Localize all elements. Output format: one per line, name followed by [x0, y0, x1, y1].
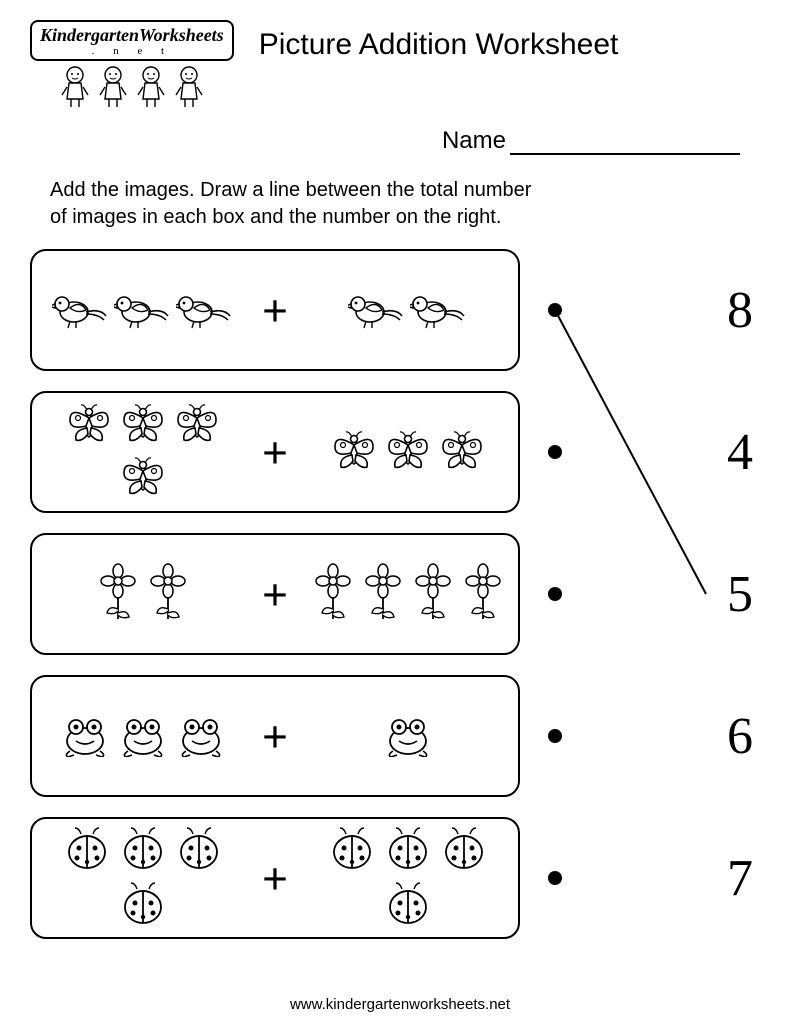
logo-text-sub: . n e t	[40, 46, 224, 57]
butterfly-icon	[383, 427, 433, 478]
instructions: Add the images. Draw a line between the …	[50, 177, 770, 231]
butterfly-icon	[172, 400, 222, 451]
instructions-line: Add the images. Draw a line between the …	[50, 177, 770, 204]
flower-icon	[145, 563, 191, 626]
problem-row: + 6	[30, 675, 770, 797]
right-group	[307, 825, 508, 931]
answer-number[interactable]: 8	[710, 281, 770, 340]
addition-box: +	[30, 675, 520, 797]
answer-number[interactable]: 6	[710, 707, 770, 766]
flower-icon	[95, 563, 141, 626]
kid-icon	[134, 65, 168, 109]
addition-box: +	[30, 391, 520, 513]
butterfly-icon	[64, 400, 114, 451]
kid-icon	[58, 65, 92, 109]
frog-icon	[174, 711, 228, 762]
ladybug-icon	[117, 879, 169, 932]
match-dot[interactable]	[548, 445, 562, 459]
left-group	[42, 541, 243, 647]
worksheet-title: Picture Addition Worksheet	[259, 28, 619, 62]
left-group	[42, 399, 243, 505]
flower-icon	[410, 563, 456, 626]
answer-number[interactable]: 5	[710, 565, 770, 624]
butterfly-icon	[118, 453, 168, 504]
footer-url: www.kindergartenworksheets.net	[0, 996, 800, 1013]
problem-row: + 4	[30, 391, 770, 513]
left-group	[42, 257, 243, 363]
right-group	[307, 257, 508, 363]
addition-box: +	[30, 533, 520, 655]
left-group	[42, 825, 243, 931]
header: KindergartenWorksheets . n e t Picture A…	[30, 20, 770, 109]
bird-icon	[52, 286, 110, 335]
right-group	[307, 683, 508, 789]
match-dot[interactable]	[548, 303, 562, 317]
logo-box: KindergartenWorksheets . n e t	[30, 20, 234, 61]
match-dot[interactable]	[548, 587, 562, 601]
bird-icon	[348, 286, 406, 335]
plus-sign: +	[255, 852, 295, 905]
flower-icon	[460, 563, 506, 626]
logo: KindergartenWorksheets . n e t	[30, 20, 234, 109]
plus-sign: +	[255, 710, 295, 763]
problem-rows: + 8 + 4 + 5 + 6 +	[30, 249, 770, 939]
answer-number[interactable]: 7	[710, 849, 770, 908]
butterfly-icon	[437, 427, 487, 478]
bird-icon	[114, 286, 172, 335]
right-group	[307, 541, 508, 647]
problem-row: + 5	[30, 533, 770, 655]
ladybug-icon	[438, 824, 490, 877]
ladybug-icon	[173, 824, 225, 877]
flower-icon	[360, 563, 406, 626]
ladybug-icon	[117, 824, 169, 877]
kid-icon	[96, 65, 130, 109]
bird-icon	[410, 286, 468, 335]
kid-icon	[172, 65, 206, 109]
ladybug-icon	[61, 824, 113, 877]
flower-icon	[310, 563, 356, 626]
butterfly-icon	[329, 427, 379, 478]
plus-sign: +	[255, 284, 295, 337]
problem-row: + 8	[30, 249, 770, 371]
logo-text-main: KindergartenWorksheets	[40, 26, 224, 44]
addition-box: +	[30, 817, 520, 939]
problem-row: + 7	[30, 817, 770, 939]
right-group	[307, 399, 508, 505]
logo-kids	[30, 65, 234, 109]
plus-sign: +	[255, 426, 295, 479]
ladybug-icon	[382, 879, 434, 932]
addition-box: +	[30, 249, 520, 371]
instructions-line: of images in each box and the number on …	[50, 204, 770, 231]
bird-icon	[176, 286, 234, 335]
name-label: Name	[442, 127, 506, 154]
frog-icon	[116, 711, 170, 762]
ladybug-icon	[382, 824, 434, 877]
plus-sign: +	[255, 568, 295, 621]
frog-icon	[381, 711, 435, 762]
butterfly-icon	[118, 400, 168, 451]
match-dot[interactable]	[548, 729, 562, 743]
frog-icon	[58, 711, 112, 762]
match-dot[interactable]	[548, 871, 562, 885]
name-field: Name	[30, 127, 740, 155]
left-group	[42, 683, 243, 789]
name-blank-line[interactable]	[510, 153, 740, 155]
answer-number[interactable]: 4	[710, 423, 770, 482]
ladybug-icon	[326, 824, 378, 877]
